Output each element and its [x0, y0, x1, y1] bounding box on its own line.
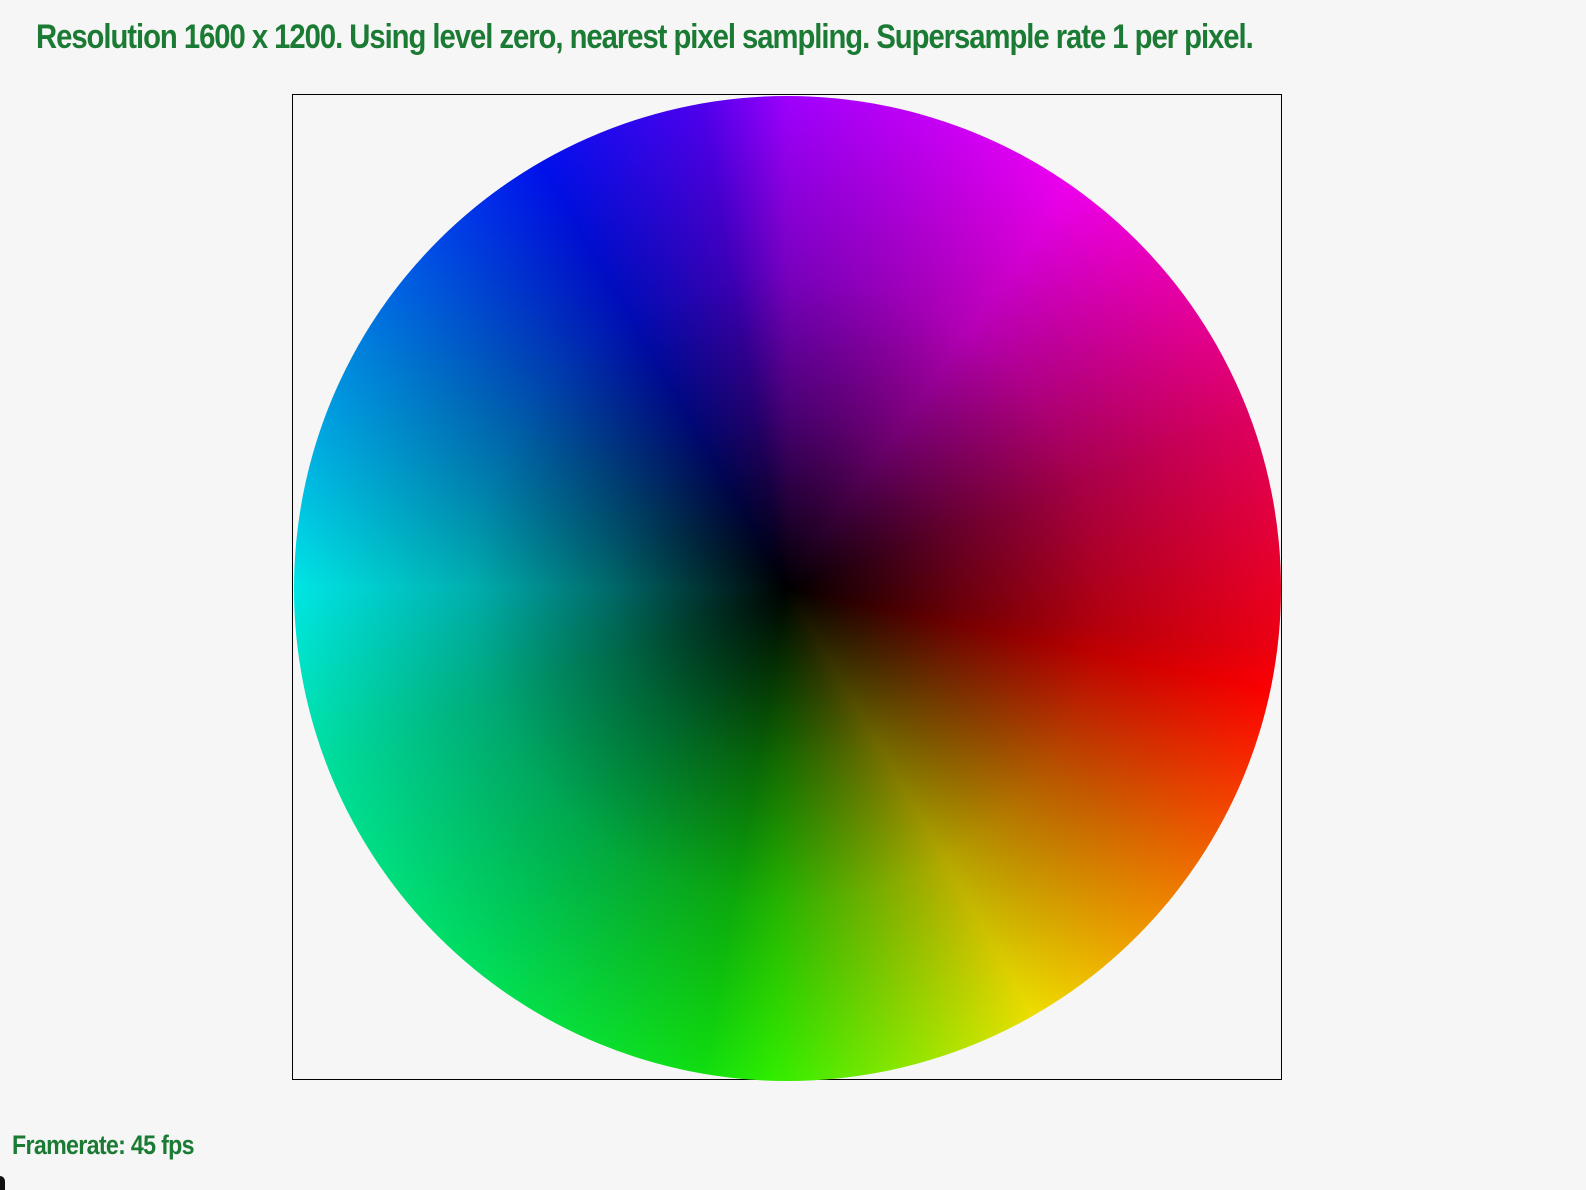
framerate-text: Framerate: 45 fps — [12, 1130, 195, 1160]
render-viewport[interactable] — [292, 94, 1282, 1081]
corner-mark — [0, 1176, 5, 1190]
color-wheel — [294, 96, 1281, 1081]
status-text: Resolution 1600 x 1200. Using level zero… — [36, 18, 1254, 56]
